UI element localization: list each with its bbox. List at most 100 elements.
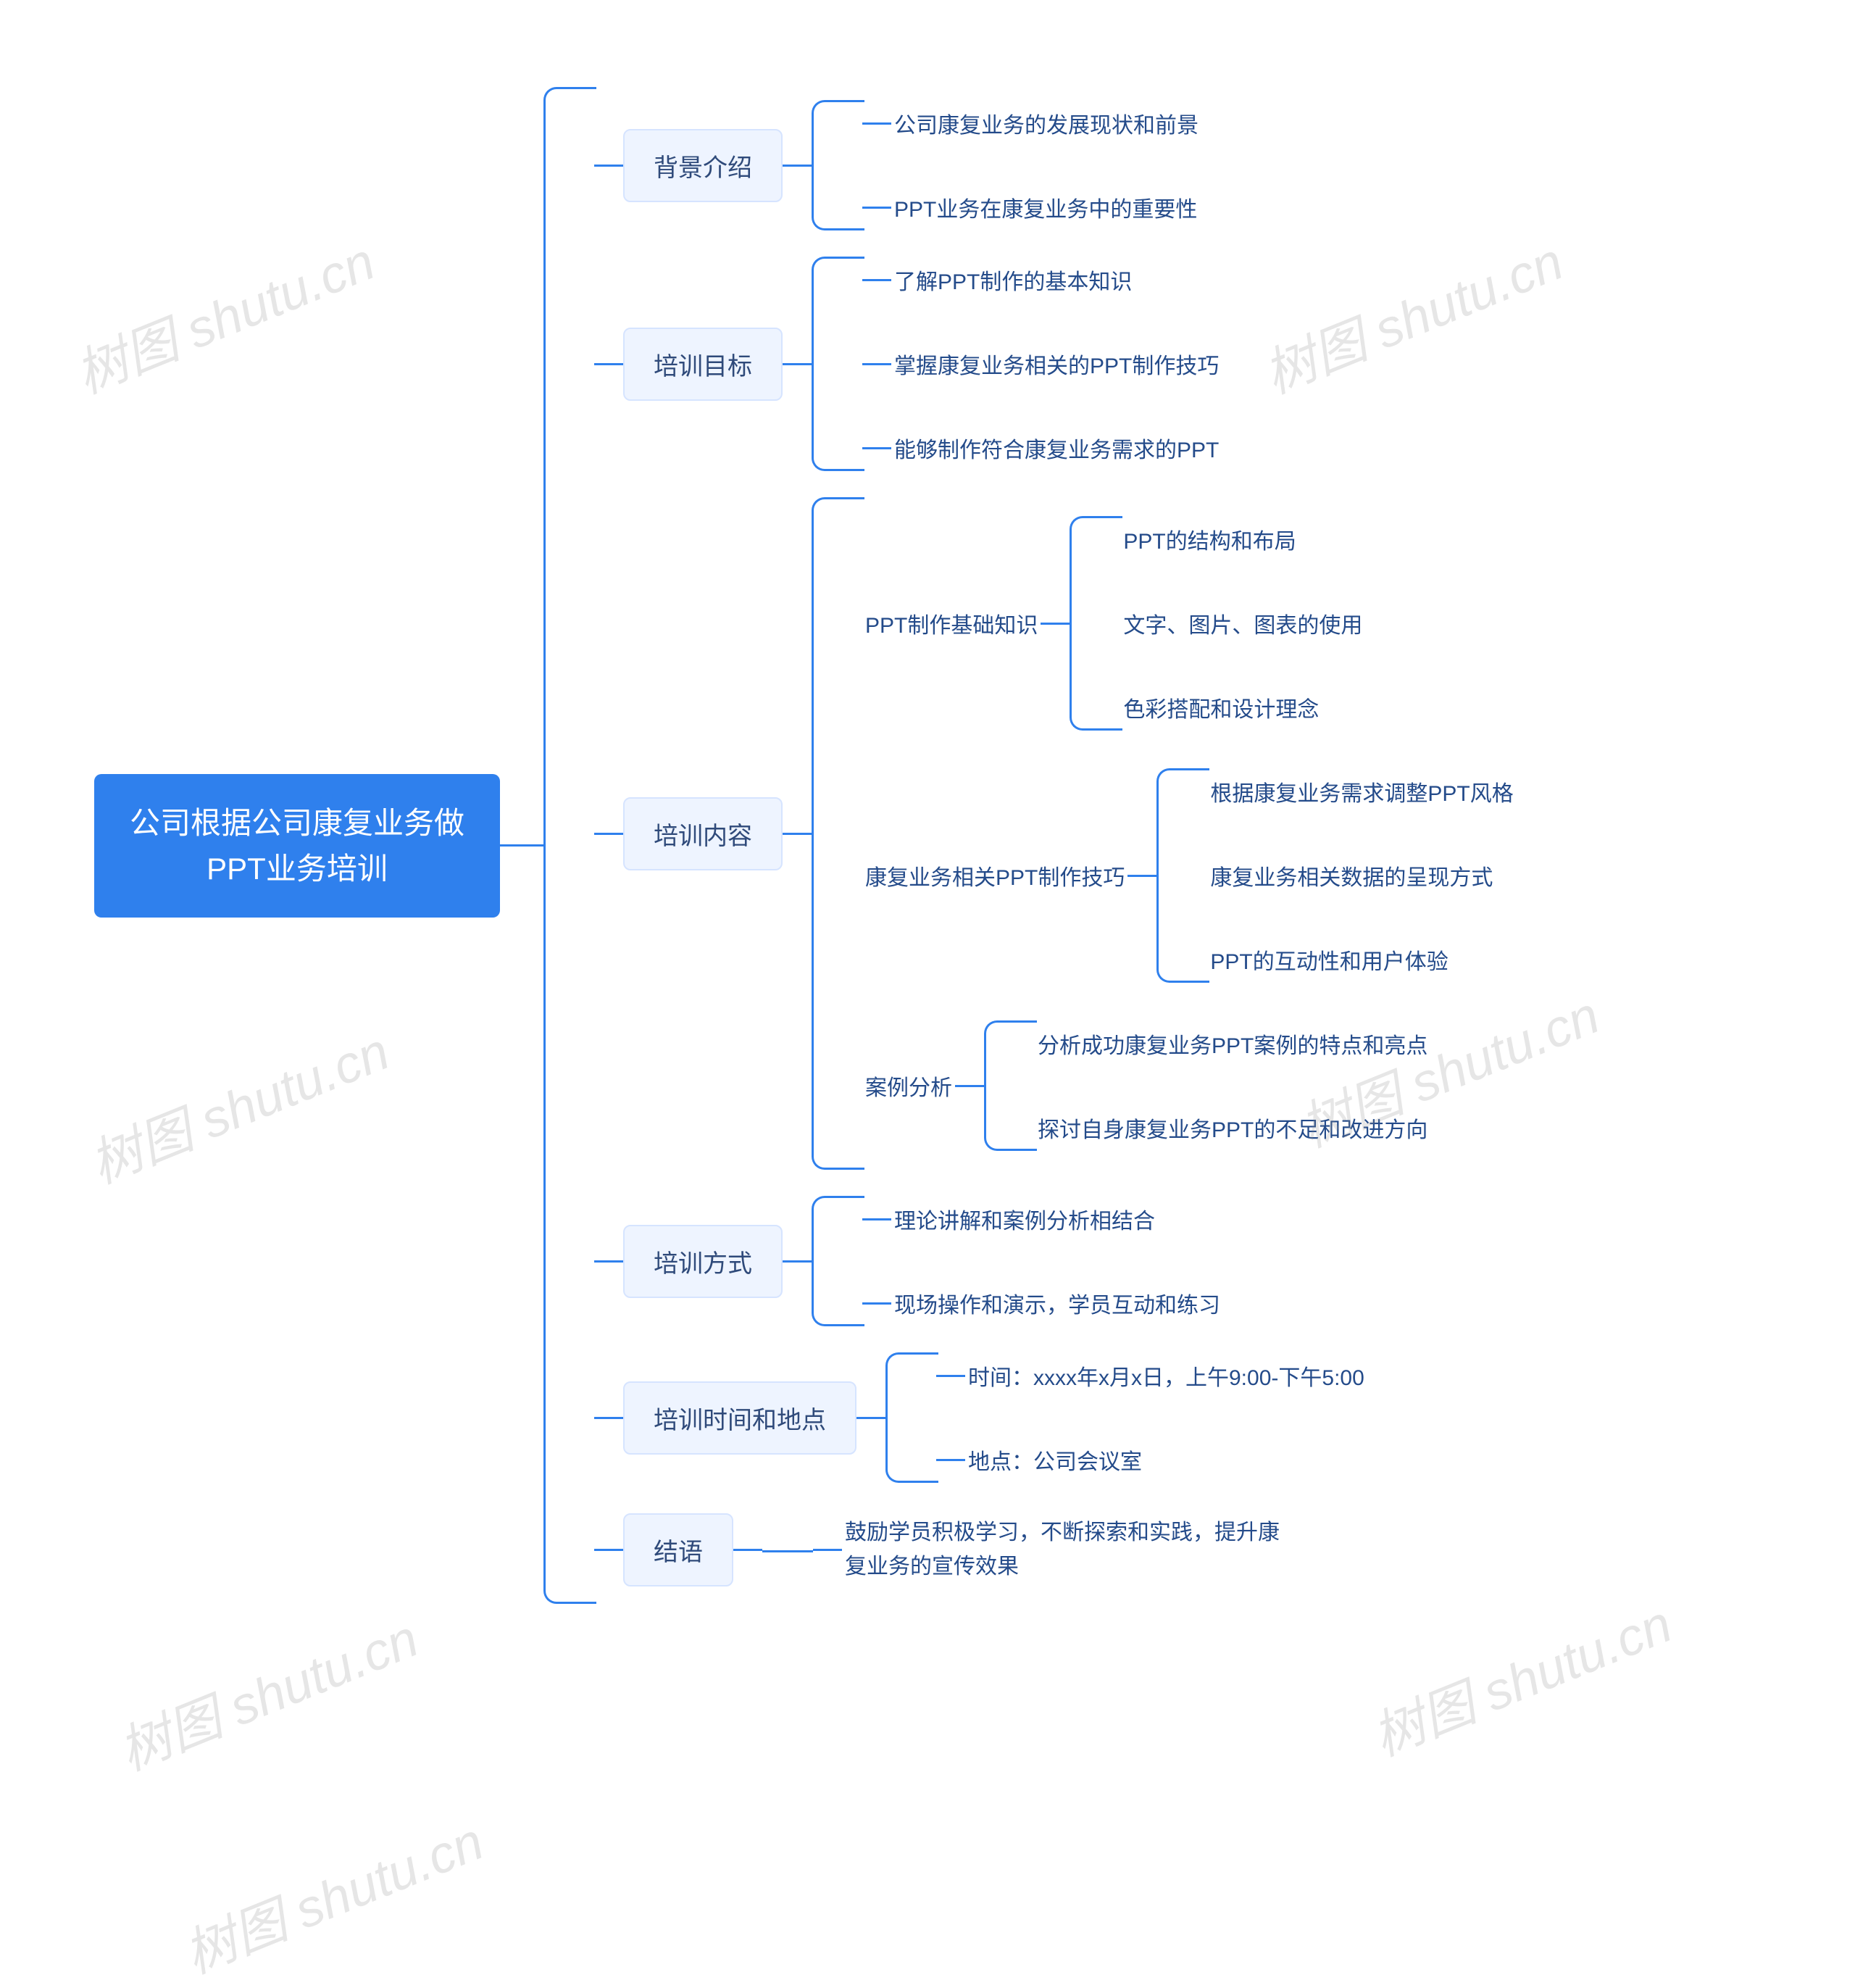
node-l2[interactable]: PPT制作基础知识 (862, 600, 1041, 646)
leaf-node[interactable]: 根据康复业务需求调整PPT风格 (1207, 768, 1516, 815)
connector (862, 1302, 891, 1305)
l2-column: PPT制作基础知识 PPT的结构和布局 (862, 497, 1517, 1170)
bracket (812, 1196, 862, 1326)
leaf-row: 色彩搭配和设计理念 (1120, 684, 1365, 731)
connector (1127, 875, 1156, 877)
branch-培训方式: 培训方式 理论讲解和案例分析相结合 现场操作和演示，学员互动和练习 (594, 1196, 1517, 1326)
leaf-node[interactable]: 康复业务相关数据的呈现方式 (1207, 852, 1496, 899)
leaf-row: 鼓励学员积极学习，不断探索和实践，提升康复业务的宣传效果 (813, 1509, 1291, 1591)
branch-培训时间和地点: 培训时间和地点 时间：xxxx年x月x日，上午9:00-下午5:00 地点：公司… (594, 1352, 1517, 1483)
node-l2[interactable]: 案例分析 (862, 1062, 955, 1109)
root-node[interactable]: 公司根据公司康复业务做 PPT业务培训 (94, 774, 500, 918)
connector (1041, 623, 1070, 625)
sub-branch: 康复业务相关PPT制作技巧 根据康复业务需求调整PPT风格 (862, 768, 1517, 983)
leaf-row: 公司康复业务的发展现状和前景 (862, 100, 1201, 146)
leaf-node[interactable]: 公司康复业务的发展现状和前景 (891, 100, 1201, 146)
leaf-node[interactable]: 掌握康复业务相关的PPT制作技巧 (891, 341, 1222, 387)
node-l1[interactable]: 培训时间和地点 (623, 1381, 856, 1455)
leaf-row: 文字、图片、图表的使用 (1120, 600, 1365, 646)
leaf-node[interactable]: 时间：xxxx年x月x日，上午9:00-下午5:00 (965, 1352, 1367, 1399)
connector (862, 279, 891, 281)
connector (500, 844, 543, 847)
mindmap-container: 公司根据公司康复业务做 PPT业务培训 背景介绍 公司康复业务的发展现状和前景 (94, 87, 1517, 1604)
leaf-row: 现场操作和演示，学员互动和练习 (862, 1280, 1223, 1326)
children-group: 理论讲解和案例分析相结合 现场操作和演示，学员互动和练习 (812, 1196, 1223, 1326)
leaf-node[interactable]: PPT业务在康复业务中的重要性 (891, 184, 1200, 230)
node-l1[interactable]: 培训方式 (623, 1225, 783, 1298)
leaf-node[interactable]: PPT的互动性和用户体验 (1207, 936, 1451, 983)
leaf-node[interactable]: 色彩搭配和设计理念 (1120, 684, 1322, 731)
connector (862, 1218, 891, 1220)
node-l1[interactable]: 结语 (623, 1513, 733, 1586)
leaf-row: 了解PPT制作的基本知识 (862, 257, 1222, 303)
connector (594, 363, 623, 365)
branch-培训内容: 培训内容 PPT制作基础知识 (594, 497, 1517, 1170)
leaf-column: 分析成功康复业务PPT案例的特点和亮点 探讨自身康复业务PPT的不足和改进方向 (1035, 1020, 1430, 1151)
leaf-node[interactable]: PPT的结构和布局 (1120, 516, 1298, 562)
children-group: 鼓励学员积极学习，不断探索和实践，提升康复业务的宣传效果 (762, 1509, 1291, 1591)
children-group: 时间：xxxx年x月x日，上午9:00-下午5:00 地点：公司会议室 (885, 1352, 1367, 1483)
leaf-node[interactable]: 文字、图片、图表的使用 (1120, 600, 1365, 646)
leaf-row: 根据康复业务需求调整PPT风格 (1207, 768, 1516, 815)
leaf-node[interactable]: 了解PPT制作的基本知识 (891, 257, 1135, 303)
leaf-node[interactable]: 现场操作和演示，学员互动和练习 (891, 1280, 1223, 1326)
connector (862, 207, 891, 209)
children-group: 分析成功康复业务PPT案例的特点和亮点 探讨自身康复业务PPT的不足和改进方向 (984, 1020, 1430, 1151)
leaf-row: PPT的结构和布局 (1120, 516, 1365, 562)
connector (862, 122, 891, 125)
bracket (762, 1509, 813, 1591)
connector (862, 447, 891, 449)
connector (594, 833, 623, 835)
connector (856, 1417, 885, 1419)
leaf-node[interactable]: 理论讲解和案例分析相结合 (891, 1196, 1158, 1242)
leaf-row: 探讨自身康复业务PPT的不足和改进方向 (1035, 1105, 1430, 1151)
connector (733, 1549, 762, 1551)
bracket (543, 87, 594, 1604)
leaf-row: 康复业务相关数据的呈现方式 (1207, 852, 1516, 899)
bracket (1070, 516, 1120, 731)
connector (862, 363, 891, 365)
leaf-row: 地点：公司会议室 (936, 1436, 1367, 1483)
leaf-node[interactable]: 探讨自身康复业务PPT的不足和改进方向 (1035, 1105, 1430, 1151)
connector (936, 1459, 965, 1461)
connector (783, 833, 812, 835)
bracket (812, 497, 862, 1170)
branch-培训目标: 培训目标 了解PPT制作的基本知识 掌握康复业务相关的PPT制作技巧 (594, 257, 1517, 471)
node-l1[interactable]: 培训目标 (623, 328, 783, 401)
connector (783, 165, 812, 167)
connector (594, 1417, 623, 1419)
leaf-row: 掌握康复业务相关的PPT制作技巧 (862, 341, 1222, 387)
leaf-node[interactable]: 鼓励学员积极学习，不断探索和实践，提升康复业务的宣传效果 (842, 1509, 1291, 1591)
leaf-column: 根据康复业务需求调整PPT风格 康复业务相关数据的呈现方式 PPT的互动性和用户… (1207, 768, 1516, 983)
branch-结语: 结语 鼓励学员积极学习，不断探索和实践，提升康复业务的宣传效果 (594, 1509, 1517, 1591)
leaf-column: PPT的结构和布局 文字、图片、图表的使用 色彩搭配和设计理念 (1120, 516, 1365, 731)
bracket (1156, 768, 1207, 983)
leaf-node[interactable]: 分析成功康复业务PPT案例的特点和亮点 (1035, 1020, 1430, 1067)
leaf-row: PPT的互动性和用户体验 (1207, 936, 1516, 983)
sub-branch: 案例分析 分析成功康复业务PPT案例的特点和亮点 (862, 1020, 1517, 1151)
connector (594, 165, 623, 167)
leaf-row: 理论讲解和案例分析相结合 (862, 1196, 1223, 1242)
leaf-column: 时间：xxxx年x月x日，上午9:00-下午5:00 地点：公司会议室 (936, 1352, 1367, 1483)
level1-group: 背景介绍 公司康复业务的发展现状和前景 PPT业务在康复业务中的重要性 (543, 87, 1517, 1604)
node-l2[interactable]: 康复业务相关PPT制作技巧 (862, 852, 1127, 899)
bracket (885, 1352, 936, 1483)
leaf-row: 分析成功康复业务PPT案例的特点和亮点 (1035, 1020, 1430, 1067)
bracket (812, 257, 862, 471)
children-group: PPT制作基础知识 PPT的结构和布局 (812, 497, 1517, 1170)
children-group: 了解PPT制作的基本知识 掌握康复业务相关的PPT制作技巧 能够制作符合康复业务… (812, 257, 1222, 471)
watermark-text: 树图 shutu.cn (171, 1799, 493, 1988)
children-group: 根据康复业务需求调整PPT风格 康复业务相关数据的呈现方式 PPT的互动性和用户… (1156, 768, 1516, 983)
leaf-node[interactable]: 能够制作符合康复业务需求的PPT (891, 425, 1222, 471)
children-group: 公司康复业务的发展现状和前景 PPT业务在康复业务中的重要性 (812, 100, 1201, 230)
root-wrap: 公司根据公司康复业务做 PPT业务培训 (94, 774, 543, 918)
leaf-node[interactable]: 地点：公司会议室 (965, 1436, 1145, 1483)
leaf-row: 时间：xxxx年x月x日，上午9:00-下午5:00 (936, 1352, 1367, 1399)
children-group: PPT的结构和布局 文字、图片、图表的使用 色彩搭配和设计理念 (1070, 516, 1365, 731)
node-l1[interactable]: 培训内容 (623, 797, 783, 870)
watermark-text: 树图 shutu.cn (1359, 1581, 1681, 1771)
connector (936, 1375, 965, 1377)
bracket (812, 100, 862, 230)
connector (783, 1260, 812, 1263)
node-l1[interactable]: 背景介绍 (623, 129, 783, 202)
